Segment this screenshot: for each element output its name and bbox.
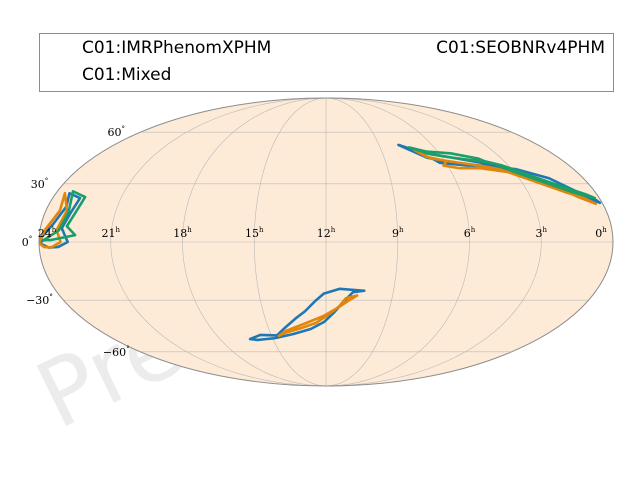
legend-entry-imrphenomxphm: C01:IMRPhenomXPHM: [82, 38, 272, 58]
dec-tick-label: 60°: [108, 125, 125, 139]
legend: C01:IMRPhenomXPHM C01:SEOBNRv4PHM C01:Mi…: [39, 33, 614, 92]
legend-entry-seobnrv4phm: C01:SEOBNRv4PHM: [436, 38, 605, 58]
ra-tick-label: 24h: [38, 226, 57, 240]
contour-c01-imrphenomxphm: [248, 287, 366, 342]
contour-c01-mixed: [42, 190, 87, 242]
ra-tick-label: 9h: [392, 226, 404, 240]
ra-tick-label: 6h: [464, 226, 476, 240]
graticule: [39, 97, 613, 387]
contour-c01-seobnrv4phm: [39, 191, 69, 249]
legend-entry-mixed: C01:Mixed: [82, 65, 172, 85]
ra-tick-label: 18h: [173, 226, 192, 240]
credible-contours: [39, 143, 602, 342]
dec-tick-label: −60°: [103, 345, 130, 359]
contour-c01-seobnrv4phm: [277, 294, 359, 338]
contour-c01-mixed: [407, 146, 597, 200]
contour-c01-seobnrv4phm: [412, 148, 598, 206]
ra-tick-label: 12h: [317, 226, 336, 240]
dec-tick-label: 0°: [22, 235, 33, 249]
ra-tick-label: 3h: [535, 226, 547, 240]
tick-labels: 24h 21h 18h 15h 12h 9h 6h 3h 0h 60° 30° 0° −30° −60°: [22, 125, 607, 359]
ra-tick-label: 15h: [245, 226, 264, 240]
sky-ellipse-frame: [38, 97, 614, 387]
ra-tick-label: 21h: [101, 226, 120, 240]
dec-tick-label: 30°: [31, 177, 49, 191]
dec-tick-label: −30°: [26, 293, 53, 307]
ra-tick-label: 0h: [595, 226, 607, 240]
